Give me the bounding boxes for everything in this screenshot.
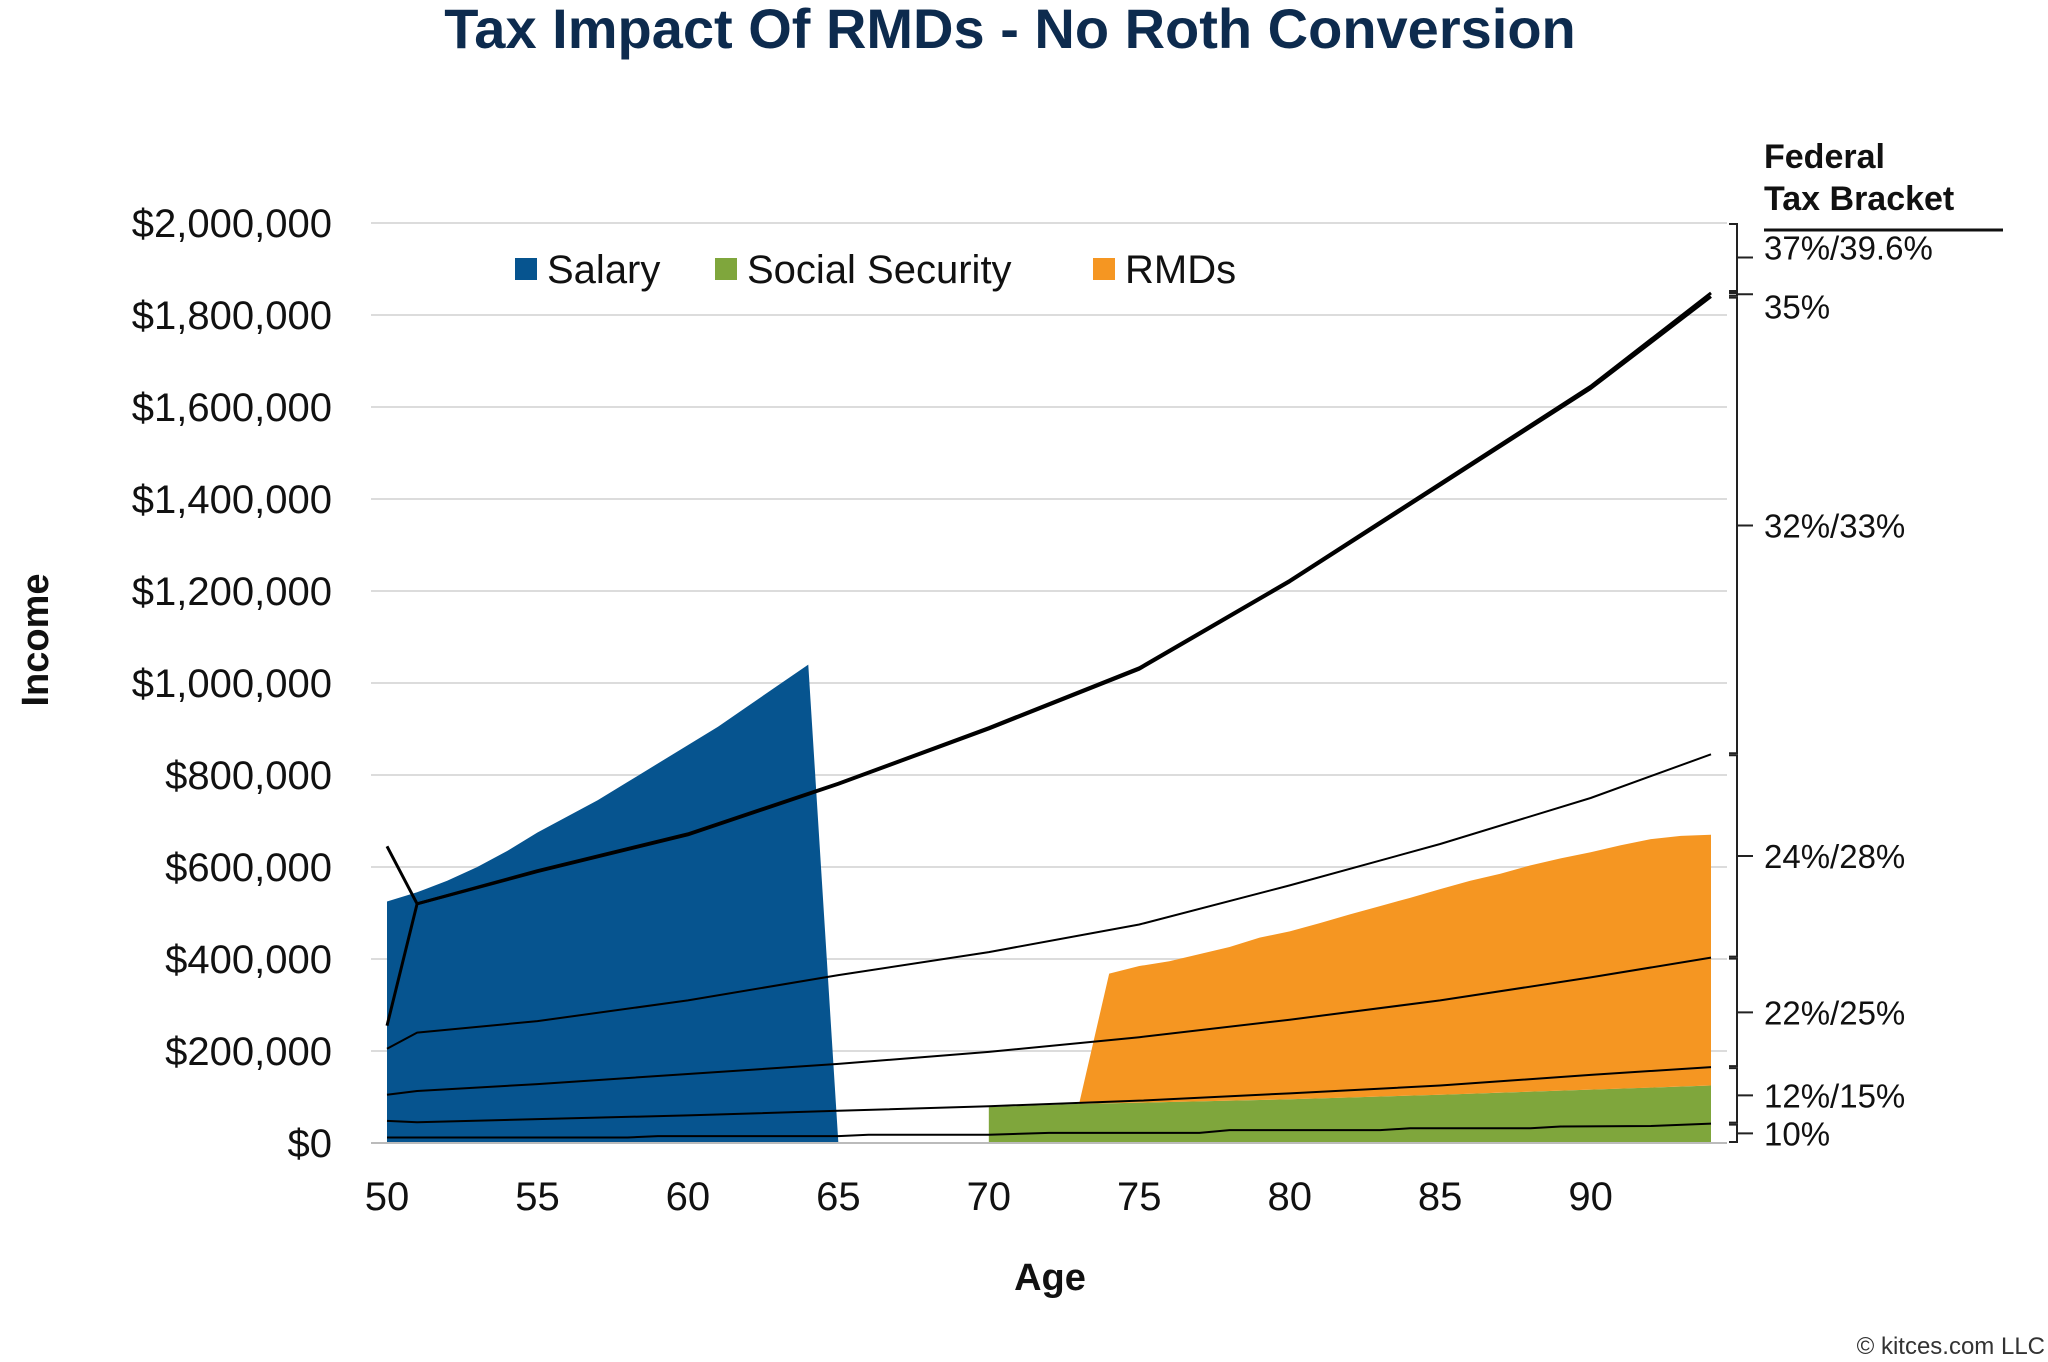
bracket-header-line-1: Federal [1764,138,1885,176]
bracket-brace [1729,296,1753,755]
rmds-area [1079,834,1711,1104]
y-tick-label: $400,000 [165,938,332,982]
bracket-label: 32%/33% [1764,507,1905,544]
y-tick-label: $1,400,000 [132,478,332,522]
legend-swatch [515,258,537,280]
y-axis-ticks: $0 $200,000 $400,000 $600,000 $800,000 $1,000… [132,202,332,1166]
x-tick-label: 50 [365,1175,410,1219]
bracket-brace [1729,223,1753,292]
x-tick-label: 80 [1267,1175,1312,1219]
x-tick-label: 65 [816,1175,861,1219]
y-tick-label: $1,800,000 [132,294,332,338]
legend-swatch [1093,258,1115,280]
y-axis-label: Income [15,573,57,706]
legend-swatch [715,258,737,280]
threshold-line-12pct [386,1066,1712,1124]
threshold-line-22pct [386,956,1712,1096]
chart-title: Tax Impact Of RMDs - No Roth Conversion [444,0,1575,60]
copyright: © kitces.com LLC [1857,1333,2045,1360]
legend-label: Salary [547,248,660,292]
bracket-4: 22%/25% [1729,957,1905,1068]
y-tick-label: $2,000,000 [132,202,332,246]
bracket-brace [1729,1067,1753,1124]
x-tick-label: 85 [1418,1175,1463,1219]
bracket-annotations: 37%/39.6% 35% 32%/33% 24%/28% 22%/25% 12%/15%… [1729,223,1933,1152]
y-tick-label: $0 [288,1122,333,1166]
y-tick-label: $800,000 [165,754,332,798]
bracket-label: 24%/28% [1764,838,1905,875]
legend: Salary Social Security RMDs [515,248,1236,292]
threshold-line-35pct [385,291,1712,906]
y-tick-label: $1,600,000 [132,386,332,430]
bracket-label: 12%/15% [1764,1077,1905,1114]
bracket-threshold-lines [385,291,1712,1139]
threshold-line-24pct [386,753,1712,1050]
bracket-brace [1729,292,1753,297]
y-tick-label: $200,000 [165,1030,332,1074]
bracket-2: 32%/33% [1729,296,1905,755]
bracket-brace [1729,957,1753,1068]
bracket-label: 22%/25% [1764,994,1905,1031]
area-series [387,664,1711,1143]
bracket-brace [1729,1123,1753,1143]
bracket-label: 37%/39.6% [1764,230,1933,267]
bracket-0: 37%/39.6% [1729,223,1933,292]
bracket-3: 24%/28% [1729,754,1905,958]
bracket-5: 12%/15% [1729,1067,1905,1124]
threshold-line-10pct [387,1122,1712,1139]
legend-label: Social Security [747,248,1012,292]
x-tick-label: 60 [666,1175,711,1219]
legend-label: RMDs [1125,248,1236,292]
x-tick-label: 70 [967,1175,1012,1219]
bracket-header-line-2: Tax Bracket [1764,180,1954,218]
salary-area [387,664,839,1143]
bracket-header: Federal Tax Bracket [1764,138,2003,232]
y-tick-label: $1,000,000 [132,662,332,706]
x-tick-label: 55 [515,1175,560,1219]
x-axis-label: Age [1014,1257,1086,1299]
x-axis-ticks: 50 55 60 65 70 75 80 85 90 [365,1175,1613,1219]
y-tick-label: $600,000 [165,846,332,890]
y-tick-label: $1,200,000 [132,570,332,614]
bracket-1: 35% [1729,288,1830,325]
x-tick-label: 90 [1568,1175,1613,1219]
bracket-label: 10% [1764,1115,1830,1152]
x-tick-label: 75 [1117,1175,1162,1219]
bracket-6: 10% [1729,1115,1830,1152]
bracket-label: 35% [1764,288,1830,325]
bracket-brace [1729,754,1753,958]
